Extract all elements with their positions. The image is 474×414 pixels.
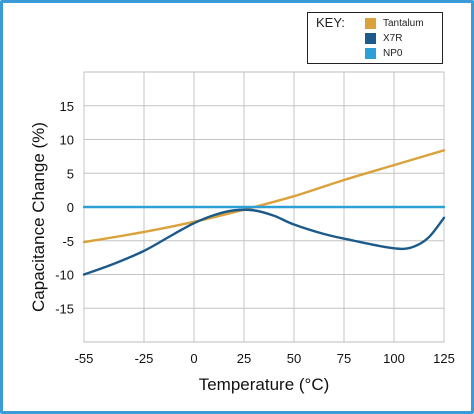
legend-swatch-x7r [365, 32, 376, 44]
y-tick-label: 15 [60, 99, 74, 114]
x-tick-label: 100 [383, 351, 405, 366]
legend-swatch-tantalum [365, 17, 376, 29]
x-tick-label: 25 [237, 351, 251, 366]
legend-swatch-np0 [365, 47, 376, 59]
legend-item-tantalum: Tantalum [365, 16, 424, 30]
x-tick-label: -25 [135, 351, 154, 366]
y-tick-label: 5 [67, 166, 74, 181]
legend-item-x7r: X7R [365, 31, 402, 45]
y-tick-label: 0 [67, 200, 74, 215]
x-tick-label: 75 [337, 351, 351, 366]
y-tick-label: -5 [62, 234, 74, 249]
legend-title: KEY: [316, 15, 345, 30]
legend: KEY: Tantalum X7R NP0 [307, 12, 443, 64]
y-tick-label: -10 [55, 268, 74, 283]
x-tick-label: 0 [190, 351, 197, 366]
legend-label-tantalum: Tantalum [383, 17, 424, 29]
y-axis-label: Capacitance Change (%) [29, 122, 48, 312]
x-tick-label: 125 [433, 351, 455, 366]
series-line-tantalum [82, 149, 446, 244]
legend-label-np0: NP0 [383, 47, 403, 59]
legend-label-x7r: X7R [383, 32, 403, 44]
y-tick-label: 10 [60, 133, 74, 148]
series-line-x7r [82, 208, 446, 276]
x-tick-label: 50 [287, 351, 301, 366]
y-tick-label: -15 [55, 301, 74, 316]
x-axis-label: Temperature (°C) [198, 375, 330, 394]
legend-item-np0: NP0 [365, 46, 402, 60]
x-tick-label: -55 [75, 351, 94, 366]
